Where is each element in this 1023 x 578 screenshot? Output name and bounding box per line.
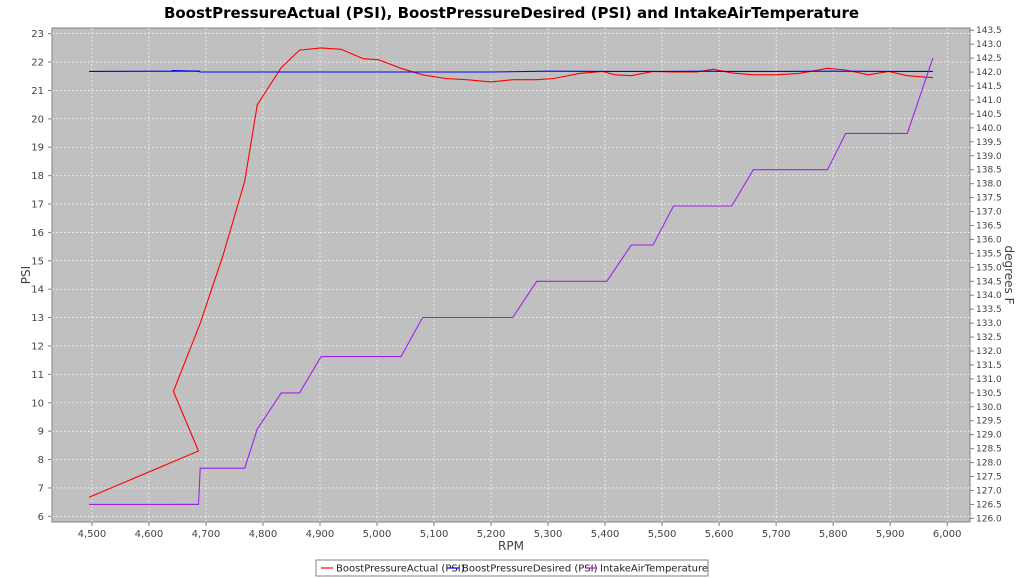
y-tick-label: 7 [38,483,44,494]
chart-title: BoostPressureActual (PSI), BoostPressure… [163,4,860,22]
y2-tick-label: 127.5 [976,473,1002,483]
x-tick-label: 5,100 [420,529,449,540]
y-tick-label: 19 [31,143,44,154]
legend-label: BoostPressureDesired (PSI) [462,564,598,575]
y2-tick-label: 140.5 [976,110,1002,120]
gridlines [52,28,970,522]
y-tick-label: 23 [31,29,44,40]
x-tick-label: 5,600 [705,529,734,540]
y2-axis-label: degrees F [1002,245,1016,304]
plot-area [51,27,971,523]
x-tick-label: 5,400 [591,529,620,540]
y2-tick-label: 136.0 [976,235,1002,245]
y-tick-label: 18 [31,171,44,182]
legend-label: BoostPressureActual (PSI) [336,564,465,575]
legend-label: IntakeAirTemperature [600,564,708,575]
series-line-1-segment [171,70,201,72]
y-tick-label: 22 [31,58,44,69]
y2-tick-label: 139.5 [976,138,1002,148]
y2-tick-label: 126.5 [976,500,1002,510]
y2-tick-label: 139.0 [976,152,1002,162]
y2-tick-label: 137.0 [976,208,1002,218]
y-tick-label: 14 [31,285,44,296]
y-tick-label: 16 [31,228,44,239]
y-tick-label: 15 [31,256,44,267]
y2-tick-label: 142.0 [976,68,1002,78]
y-tick-label: 8 [38,455,44,466]
legend: BoostPressureActual (PSI)BoostPressureDe… [315,559,709,577]
y-tick-label: 21 [31,86,44,97]
y2-tick-label: 142.5 [976,54,1002,64]
y2-tick-label: 138.0 [976,180,1002,190]
y2-tick-label: 143.0 [976,40,1002,50]
x-tick-label: 5,900 [876,529,905,540]
y2-tick-label: 135.0 [976,263,1002,273]
x-tick-label: 4,900 [306,529,335,540]
x-tick-label: 4,600 [135,529,164,540]
y-tick-label: 10 [31,398,44,409]
x-axis-label: RPM [498,539,524,553]
x-tick-label: 5,300 [534,529,563,540]
x-tick-label: 5,200 [477,529,506,540]
y2-tick-label: 134.0 [976,291,1002,301]
x-tick-label: 6,000 [933,529,962,540]
y2-tick-label: 126.0 [976,514,1002,524]
x-tick-label: 5,700 [762,529,791,540]
y-tick-label: 11 [31,370,44,381]
y2-tick-label: 131.5 [976,361,1002,371]
y2-tick-label: 134.5 [976,277,1002,287]
y2-tick-label: 141.5 [976,82,1002,92]
y2-tick-label: 135.5 [976,249,1002,259]
y-tick-label: 6 [38,512,44,523]
y2-tick-label: 132.0 [976,347,1002,357]
y2-tick-label: 130.5 [976,389,1002,399]
series-line-0 [88,47,933,498]
y2-tick-label: 131.0 [976,375,1002,385]
y2-tick-label: 127.0 [976,486,1002,496]
x-tick-label: 4,800 [249,529,278,540]
y2-tick-label: 138.5 [976,166,1002,176]
axes: 4,500 4,600 4,700 4,800 4,900 5,000 5,100 5,200… [19,26,1016,553]
x-tick-label: 4,500 [78,529,107,540]
legend-box [315,559,709,577]
y-tick-label: 13 [31,313,44,324]
y2-tick-label: 137.5 [976,194,1002,204]
series-group [88,47,934,505]
y2-tick-label: 143.5 [976,26,1002,36]
x-tick-label: 5,000 [363,529,392,540]
y2-tick-label: 132.5 [976,333,1002,343]
y2-tick-label: 130.0 [976,403,1002,413]
y-tick-label: 17 [31,200,44,211]
y2-tick-label: 129.0 [976,431,1002,441]
x-tick-label: 4,700 [192,529,221,540]
y2-tick-label: 141.0 [976,96,1002,106]
y2-tick-label: 140.0 [976,124,1002,134]
y2-tick-label: 133.0 [976,319,1002,329]
y-tick-label: 12 [31,341,44,352]
y-axis-label: PSI [19,266,33,284]
x-tick-label: 5,800 [819,529,848,540]
y2-tick-label: 133.5 [976,305,1002,315]
y2-tick-label: 129.5 [976,417,1002,427]
y2-tick-label: 136.5 [976,221,1002,231]
y-tick-label: 20 [31,114,44,125]
y-tick-label: 9 [38,427,44,438]
y2-tick-label: 128.0 [976,459,1002,469]
y2-tick-label: 128.5 [976,445,1002,455]
series-line-2 [89,57,934,505]
x-tick-label: 5,500 [648,529,677,540]
